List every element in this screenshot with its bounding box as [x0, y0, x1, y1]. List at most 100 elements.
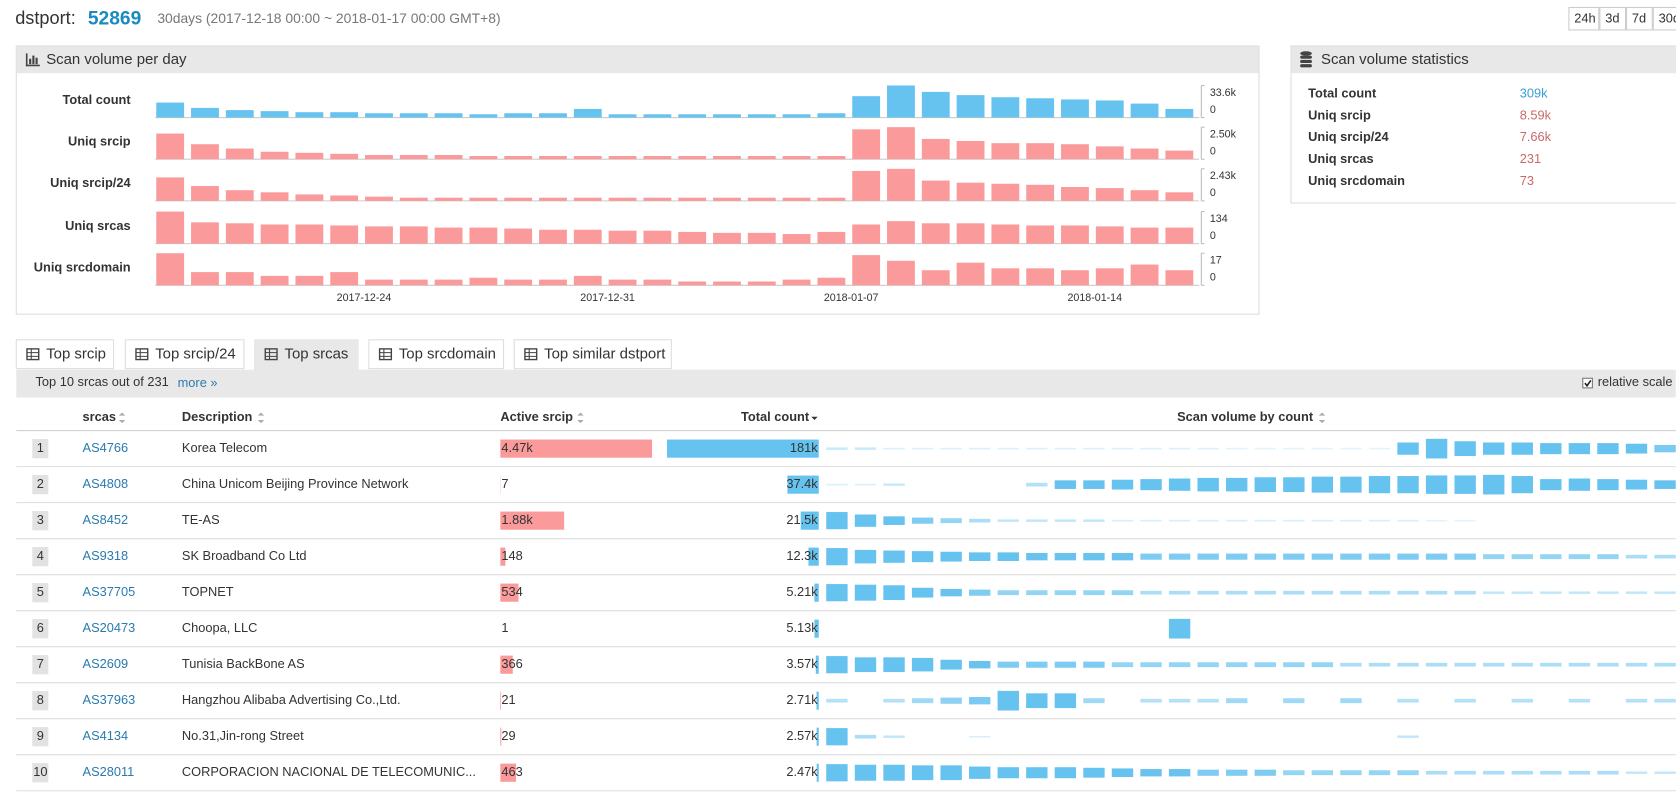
- volume-bar: [1540, 554, 1562, 560]
- tick-label: 134: [1210, 213, 1228, 225]
- bar: [887, 85, 915, 118]
- volume-bar: [1083, 661, 1105, 668]
- column-header[interactable]: Total count: [741, 409, 810, 424]
- srcas-link[interactable]: AS4766: [83, 440, 129, 455]
- volume-bar: [826, 584, 848, 602]
- x-tick-label: 2018-01-14: [1067, 292, 1122, 304]
- tab-label[interactable]: Top srcdomain: [399, 346, 496, 363]
- volume-bar: [1397, 735, 1419, 738]
- volume-bar: [1483, 662, 1505, 667]
- total-bar: [816, 691, 819, 710]
- volume-bar: [826, 447, 848, 450]
- more-link[interactable]: more »: [178, 375, 218, 390]
- volume-bar: [1568, 662, 1591, 667]
- tab[interactable]: [513, 339, 672, 370]
- bar: [539, 229, 567, 244]
- rank: 2: [37, 476, 44, 491]
- bar: [573, 108, 602, 118]
- bar: [713, 232, 741, 244]
- rank: 7: [37, 656, 44, 671]
- volume-bar: [1540, 443, 1562, 455]
- bar: [887, 127, 915, 160]
- volume-bar: [911, 657, 934, 672]
- bar: [573, 229, 602, 244]
- volume-bar: [1340, 698, 1362, 704]
- volume-bar: [1083, 590, 1105, 596]
- tab[interactable]: [124, 339, 245, 370]
- bar: [434, 279, 463, 286]
- column-header[interactable]: Active srcip: [500, 409, 573, 424]
- range-label[interactable]: 30d: [1659, 11, 1676, 26]
- volume-bar: [997, 552, 1019, 561]
- tick-label: 0: [1210, 272, 1216, 284]
- bar: [539, 197, 567, 201]
- volume-bar: [1111, 552, 1134, 561]
- active-label: 1: [501, 620, 508, 635]
- bar: [713, 281, 741, 286]
- volume-bar: [1511, 554, 1533, 560]
- srcas-link[interactable]: AS28011: [83, 764, 135, 779]
- panel-title: Scan volume per day: [46, 51, 187, 68]
- volume-bar: [1397, 590, 1419, 595]
- volume-bar: [997, 590, 1019, 596]
- bar: [156, 211, 185, 244]
- srcas-link[interactable]: AS9318: [83, 548, 129, 563]
- bar: [191, 107, 219, 118]
- total-label: 2.57k: [786, 728, 818, 743]
- volume-bar: [1425, 475, 1448, 494]
- range-button[interactable]: [1652, 6, 1676, 31]
- volume-bar: [1625, 771, 1648, 774]
- volume-bar: [1311, 770, 1334, 776]
- bar: [713, 197, 741, 201]
- srcas-link[interactable]: AS37963: [83, 692, 136, 707]
- srcas-link[interactable]: AS4134: [83, 728, 129, 743]
- column-header[interactable]: srcas: [83, 409, 117, 424]
- column-header[interactable]: Scan volume by count: [1177, 409, 1314, 424]
- rank: 3: [37, 512, 44, 527]
- checkbox-label[interactable]: relative scale: [1598, 374, 1673, 389]
- volume-bar: [1054, 480, 1077, 489]
- range-button[interactable]: [1599, 6, 1627, 31]
- volume-bar: [1283, 698, 1305, 704]
- range-label[interactable]: 3d: [1605, 11, 1619, 26]
- tab-label[interactable]: Top similar dstport: [544, 346, 666, 363]
- srcas-link[interactable]: AS8452: [83, 512, 129, 527]
- volume-bar: [1625, 443, 1648, 454]
- column-header[interactable]: Description: [182, 409, 253, 424]
- stat-value: 231: [1520, 151, 1541, 166]
- bar: [782, 197, 811, 201]
- checkbox[interactable]: [1582, 377, 1593, 389]
- tab[interactable]: [15, 339, 115, 370]
- volume-bar: [1340, 770, 1362, 776]
- srcas-link[interactable]: AS2609: [83, 656, 129, 671]
- volume-bar: [1083, 480, 1105, 489]
- row-label: Total count: [63, 92, 132, 107]
- volume-bar: [883, 516, 905, 525]
- bar: [573, 275, 602, 286]
- range-button[interactable]: [1568, 6, 1600, 31]
- volume-bar: [826, 512, 848, 530]
- port-number[interactable]: 52869: [88, 8, 141, 29]
- srcas-link[interactable]: AS37705: [83, 584, 136, 599]
- bar: [434, 113, 463, 118]
- volume-bar: [826, 548, 848, 566]
- bar: [260, 224, 289, 244]
- bar: [504, 279, 533, 286]
- range-label[interactable]: 24h: [1574, 11, 1595, 26]
- bar: [1061, 270, 1089, 286]
- bar: [1165, 108, 1194, 118]
- volume-bar: [1226, 553, 1248, 560]
- total-label: 21.5k: [786, 512, 818, 527]
- srcas-link[interactable]: AS20473: [83, 620, 136, 635]
- volume-bar: [1168, 553, 1191, 560]
- volume-bar: [1368, 590, 1391, 595]
- range-label[interactable]: 7d: [1632, 11, 1646, 26]
- tab-label[interactable]: Top srcip: [46, 346, 106, 363]
- tab-label[interactable]: Top srcas: [284, 346, 348, 363]
- volume-bar: [911, 517, 934, 524]
- srcas-link[interactable]: AS4808: [83, 476, 129, 491]
- tab-label[interactable]: Top srcip/24: [155, 346, 236, 363]
- bar: [225, 110, 254, 118]
- range-button[interactable]: [1626, 6, 1653, 31]
- tab[interactable]: [254, 339, 359, 371]
